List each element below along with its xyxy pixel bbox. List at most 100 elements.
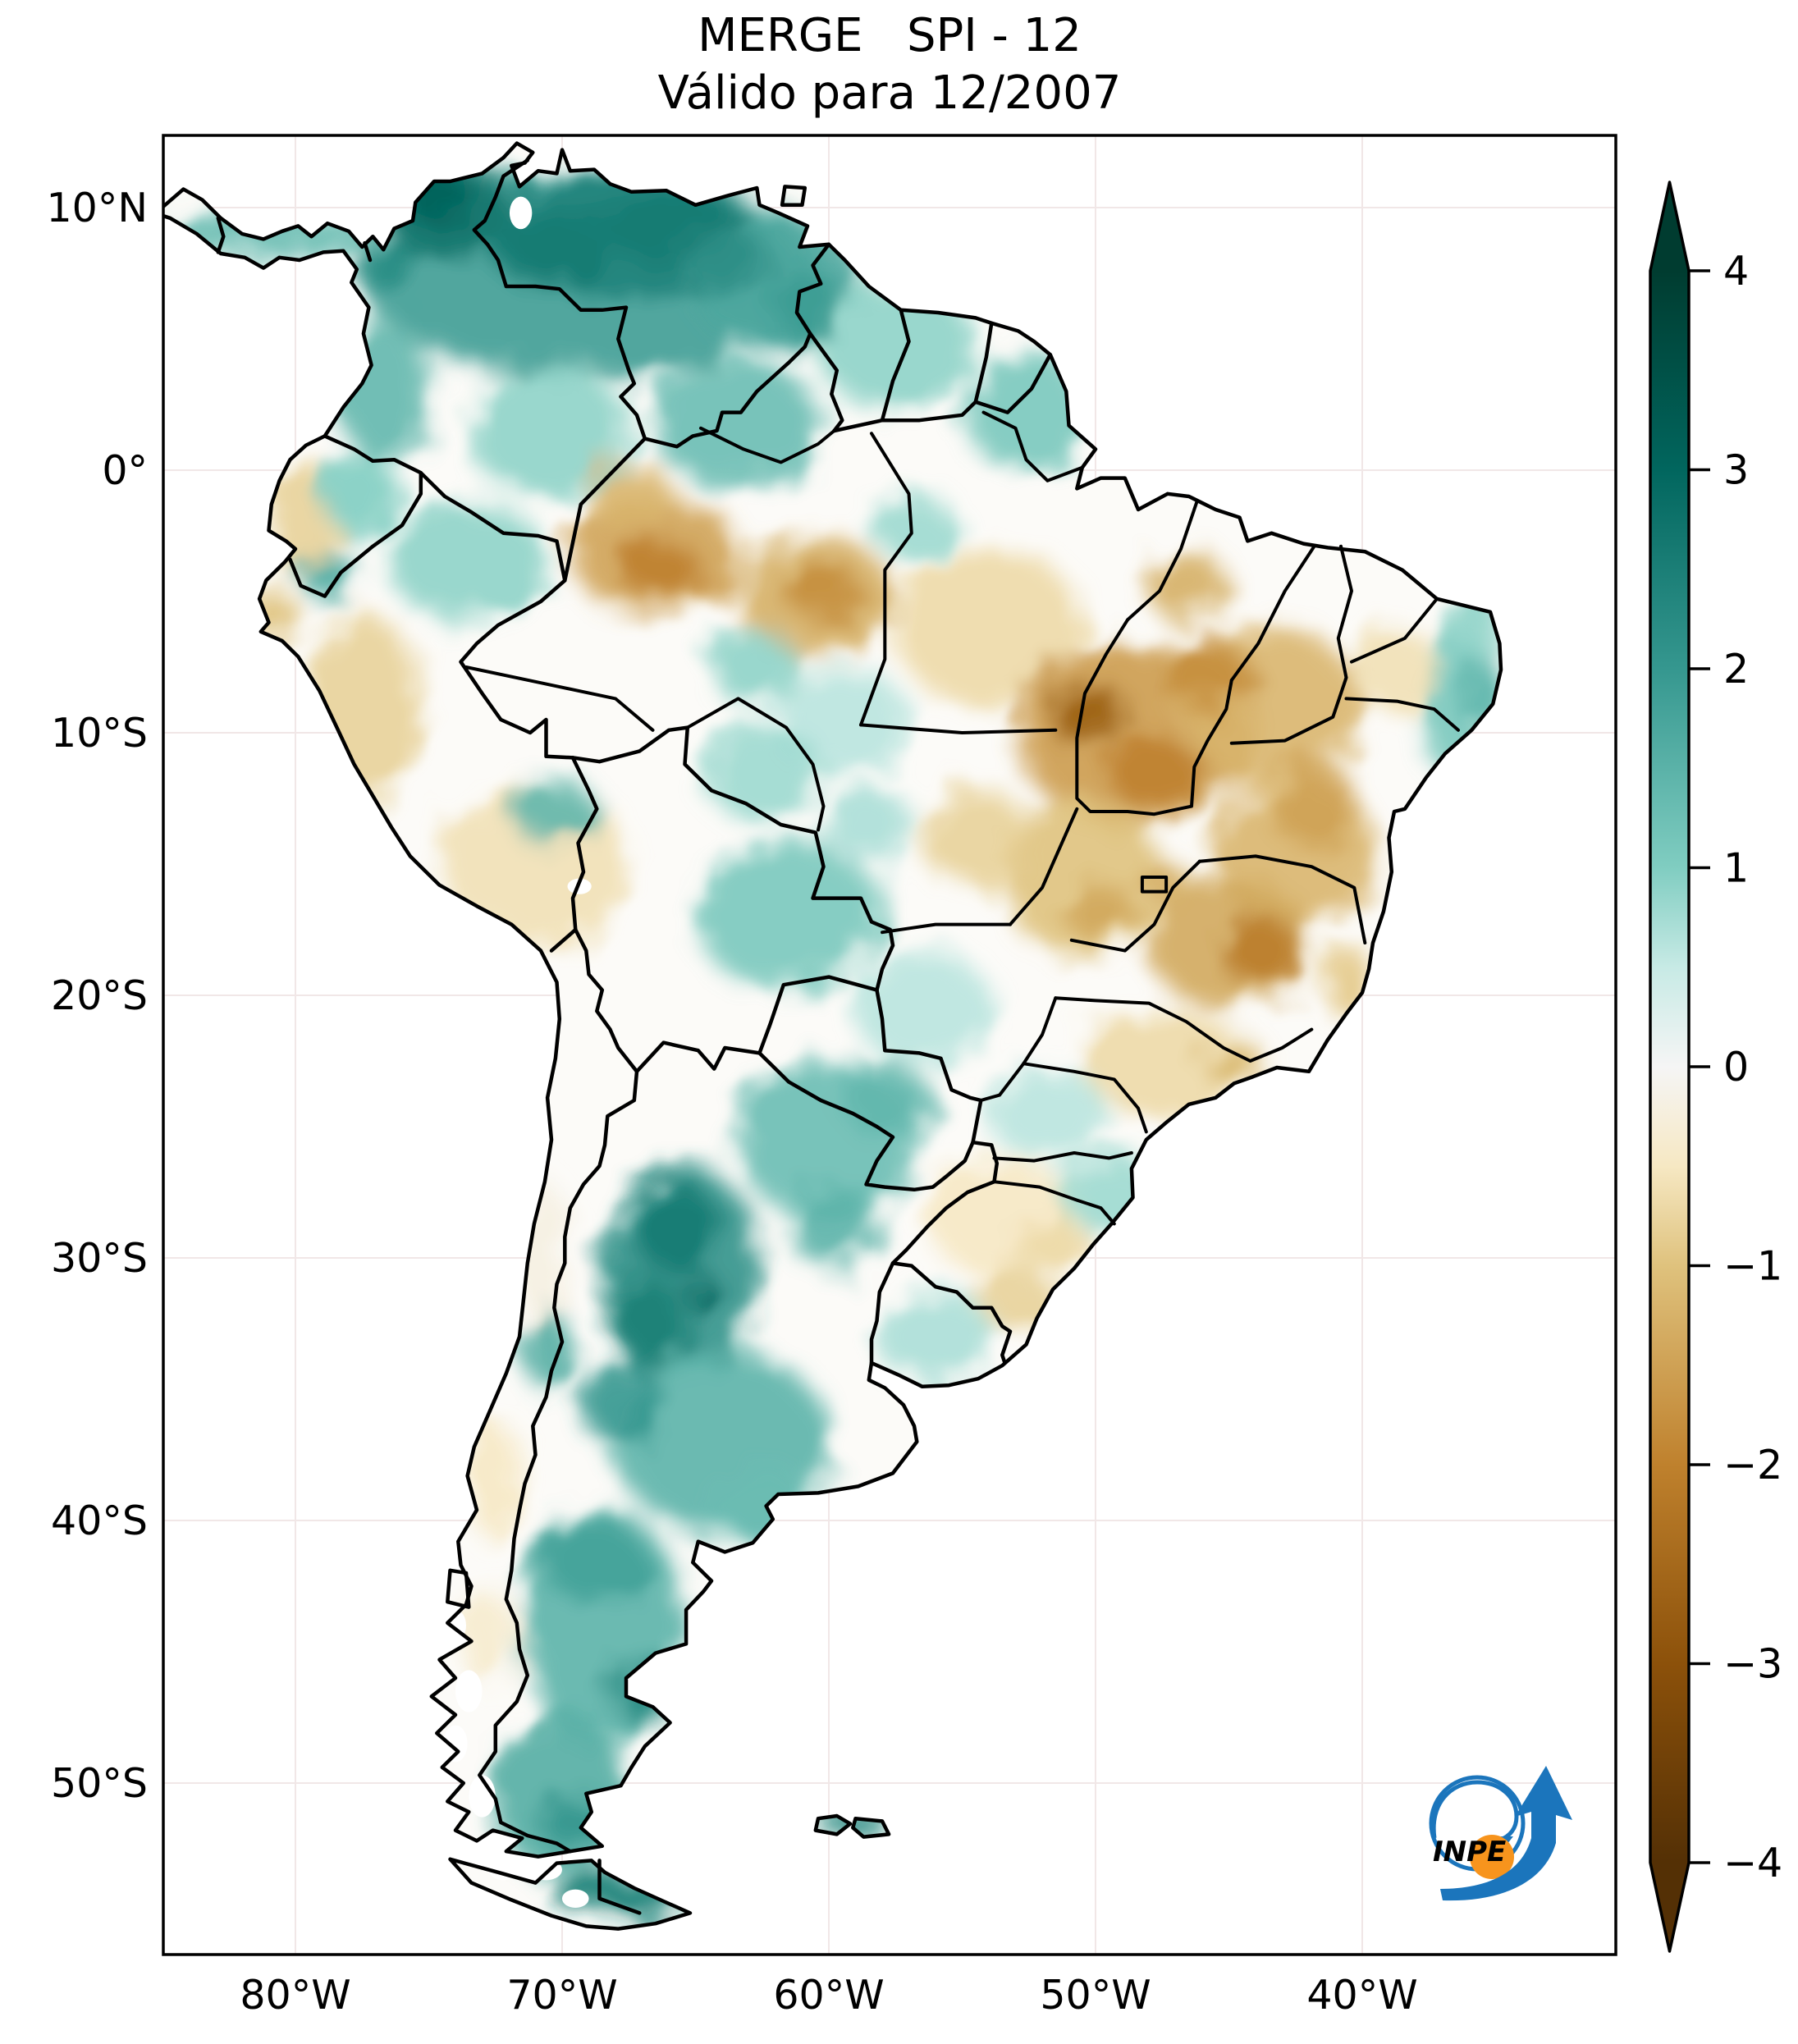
water-gap bbox=[509, 196, 533, 230]
spi-region bbox=[853, 950, 992, 1067]
spi-region bbox=[586, 462, 672, 531]
colorbar-tick-label: 2 bbox=[1723, 646, 1749, 693]
longitude-axis-labels: 80°W 70°W 60°W 50°W 40°W bbox=[240, 1972, 1417, 2019]
lat-tick-label: 10°S bbox=[51, 710, 148, 757]
country-border bbox=[472, 158, 647, 441]
country-border bbox=[794, 242, 831, 336]
spi-region bbox=[1271, 764, 1357, 848]
spi-region bbox=[695, 843, 883, 990]
spi-region bbox=[703, 725, 821, 820]
spi-region bbox=[682, 1276, 720, 1308]
coastline bbox=[446, 1568, 471, 1609]
state-border bbox=[464, 665, 655, 732]
state-border bbox=[685, 697, 826, 832]
state-border bbox=[1197, 854, 1367, 944]
country-border bbox=[478, 1069, 639, 1854]
country-border bbox=[890, 1261, 1013, 1365]
colorbar: 4 3 2 1 0 −1 −2 −3 −4 bbox=[1649, 181, 1782, 1953]
lon-tick-label: 50°W bbox=[1040, 1972, 1151, 2019]
state-border bbox=[1350, 597, 1439, 664]
spi-region bbox=[631, 1179, 717, 1274]
spi-region bbox=[826, 788, 912, 862]
spi-region bbox=[650, 359, 821, 487]
spi-region bbox=[872, 496, 957, 560]
water-gap bbox=[561, 1889, 589, 1908]
land-fill bbox=[782, 186, 805, 205]
lon-tick-label: 40°W bbox=[1306, 1972, 1417, 2019]
state-border bbox=[1229, 544, 1353, 745]
spi-region bbox=[989, 1066, 1106, 1161]
country-border bbox=[973, 321, 994, 405]
spi-region bbox=[978, 1265, 1053, 1329]
spi-region bbox=[786, 562, 861, 620]
spi-region bbox=[322, 457, 403, 536]
inpe-logo: INPE bbox=[1429, 1766, 1572, 1901]
spi-region bbox=[620, 541, 702, 599]
coastline bbox=[813, 1813, 853, 1836]
state-border bbox=[1140, 876, 1169, 894]
lat-tick-label: 0° bbox=[102, 447, 148, 494]
country-border bbox=[890, 1140, 1000, 1265]
spi-region bbox=[844, 1063, 931, 1137]
spi-region bbox=[711, 630, 797, 704]
logo-arrow-icon bbox=[1440, 1766, 1572, 1901]
spi-region bbox=[541, 1517, 647, 1603]
colorbar-tick-label: −3 bbox=[1723, 1641, 1782, 1688]
coastline bbox=[851, 1816, 891, 1839]
country-border bbox=[634, 1040, 762, 1074]
lat-tick-label: 30°S bbox=[51, 1235, 148, 1282]
spi-region bbox=[1202, 1042, 1266, 1085]
spi-region bbox=[1106, 735, 1202, 809]
coast-and-borders bbox=[163, 141, 1503, 1931]
country-border bbox=[216, 216, 226, 254]
state-border bbox=[1344, 697, 1460, 732]
spi-region bbox=[791, 1184, 877, 1269]
figure-subtitle: Válido para 12/2007 bbox=[658, 66, 1122, 120]
country-border bbox=[875, 988, 983, 1145]
colorbar-bottom-arrow bbox=[1650, 1863, 1689, 1951]
country-border bbox=[808, 332, 844, 433]
country-border bbox=[597, 1859, 642, 1915]
spi-region bbox=[490, 210, 608, 284]
country-border bbox=[419, 470, 567, 583]
colorbar-tick-label: −4 bbox=[1723, 1840, 1782, 1886]
country-border bbox=[757, 975, 879, 1055]
state-border bbox=[1054, 996, 1314, 1063]
spi-region bbox=[469, 365, 629, 496]
spi-region bbox=[1020, 1215, 1091, 1274]
spi-region bbox=[876, 1289, 995, 1384]
coastline bbox=[163, 141, 1503, 1859]
colorbar-tick-label: 1 bbox=[1723, 845, 1749, 892]
map-frame bbox=[162, 134, 1617, 1956]
country-border bbox=[570, 756, 599, 932]
lon-tick-label: 70°W bbox=[506, 1972, 617, 2019]
state-border bbox=[1022, 1062, 1148, 1134]
state-border bbox=[859, 432, 913, 727]
figure-title: MERGE SPI - 12 bbox=[698, 9, 1082, 62]
colorbar-tick-label: 3 bbox=[1723, 447, 1749, 494]
lat-tick-label: 40°S bbox=[51, 1498, 148, 1544]
state-border bbox=[992, 1151, 1133, 1163]
country-border bbox=[574, 927, 639, 1074]
spi-region bbox=[1063, 882, 1133, 940]
spi-region bbox=[1047, 685, 1128, 743]
lon-tick-label: 60°W bbox=[773, 1972, 884, 2019]
state-border bbox=[1009, 807, 1079, 926]
spi-region bbox=[359, 231, 413, 300]
spi-region bbox=[460, 1591, 515, 1686]
lat-tick-label: 10°N bbox=[46, 185, 148, 231]
colorbar-tick-label: −1 bbox=[1723, 1243, 1782, 1290]
colorbar-top-arrow bbox=[1650, 182, 1689, 271]
country-border bbox=[563, 437, 647, 583]
state-border bbox=[699, 426, 836, 464]
lat-tick-label: 20°S bbox=[51, 972, 148, 1019]
spi-region bbox=[770, 268, 845, 342]
country-border bbox=[459, 578, 575, 760]
spi-region bbox=[580, 1360, 661, 1445]
country-border bbox=[643, 332, 812, 449]
logo-text: INPE bbox=[1433, 1836, 1506, 1868]
spi-region bbox=[684, 228, 771, 292]
spi-region bbox=[388, 504, 549, 620]
